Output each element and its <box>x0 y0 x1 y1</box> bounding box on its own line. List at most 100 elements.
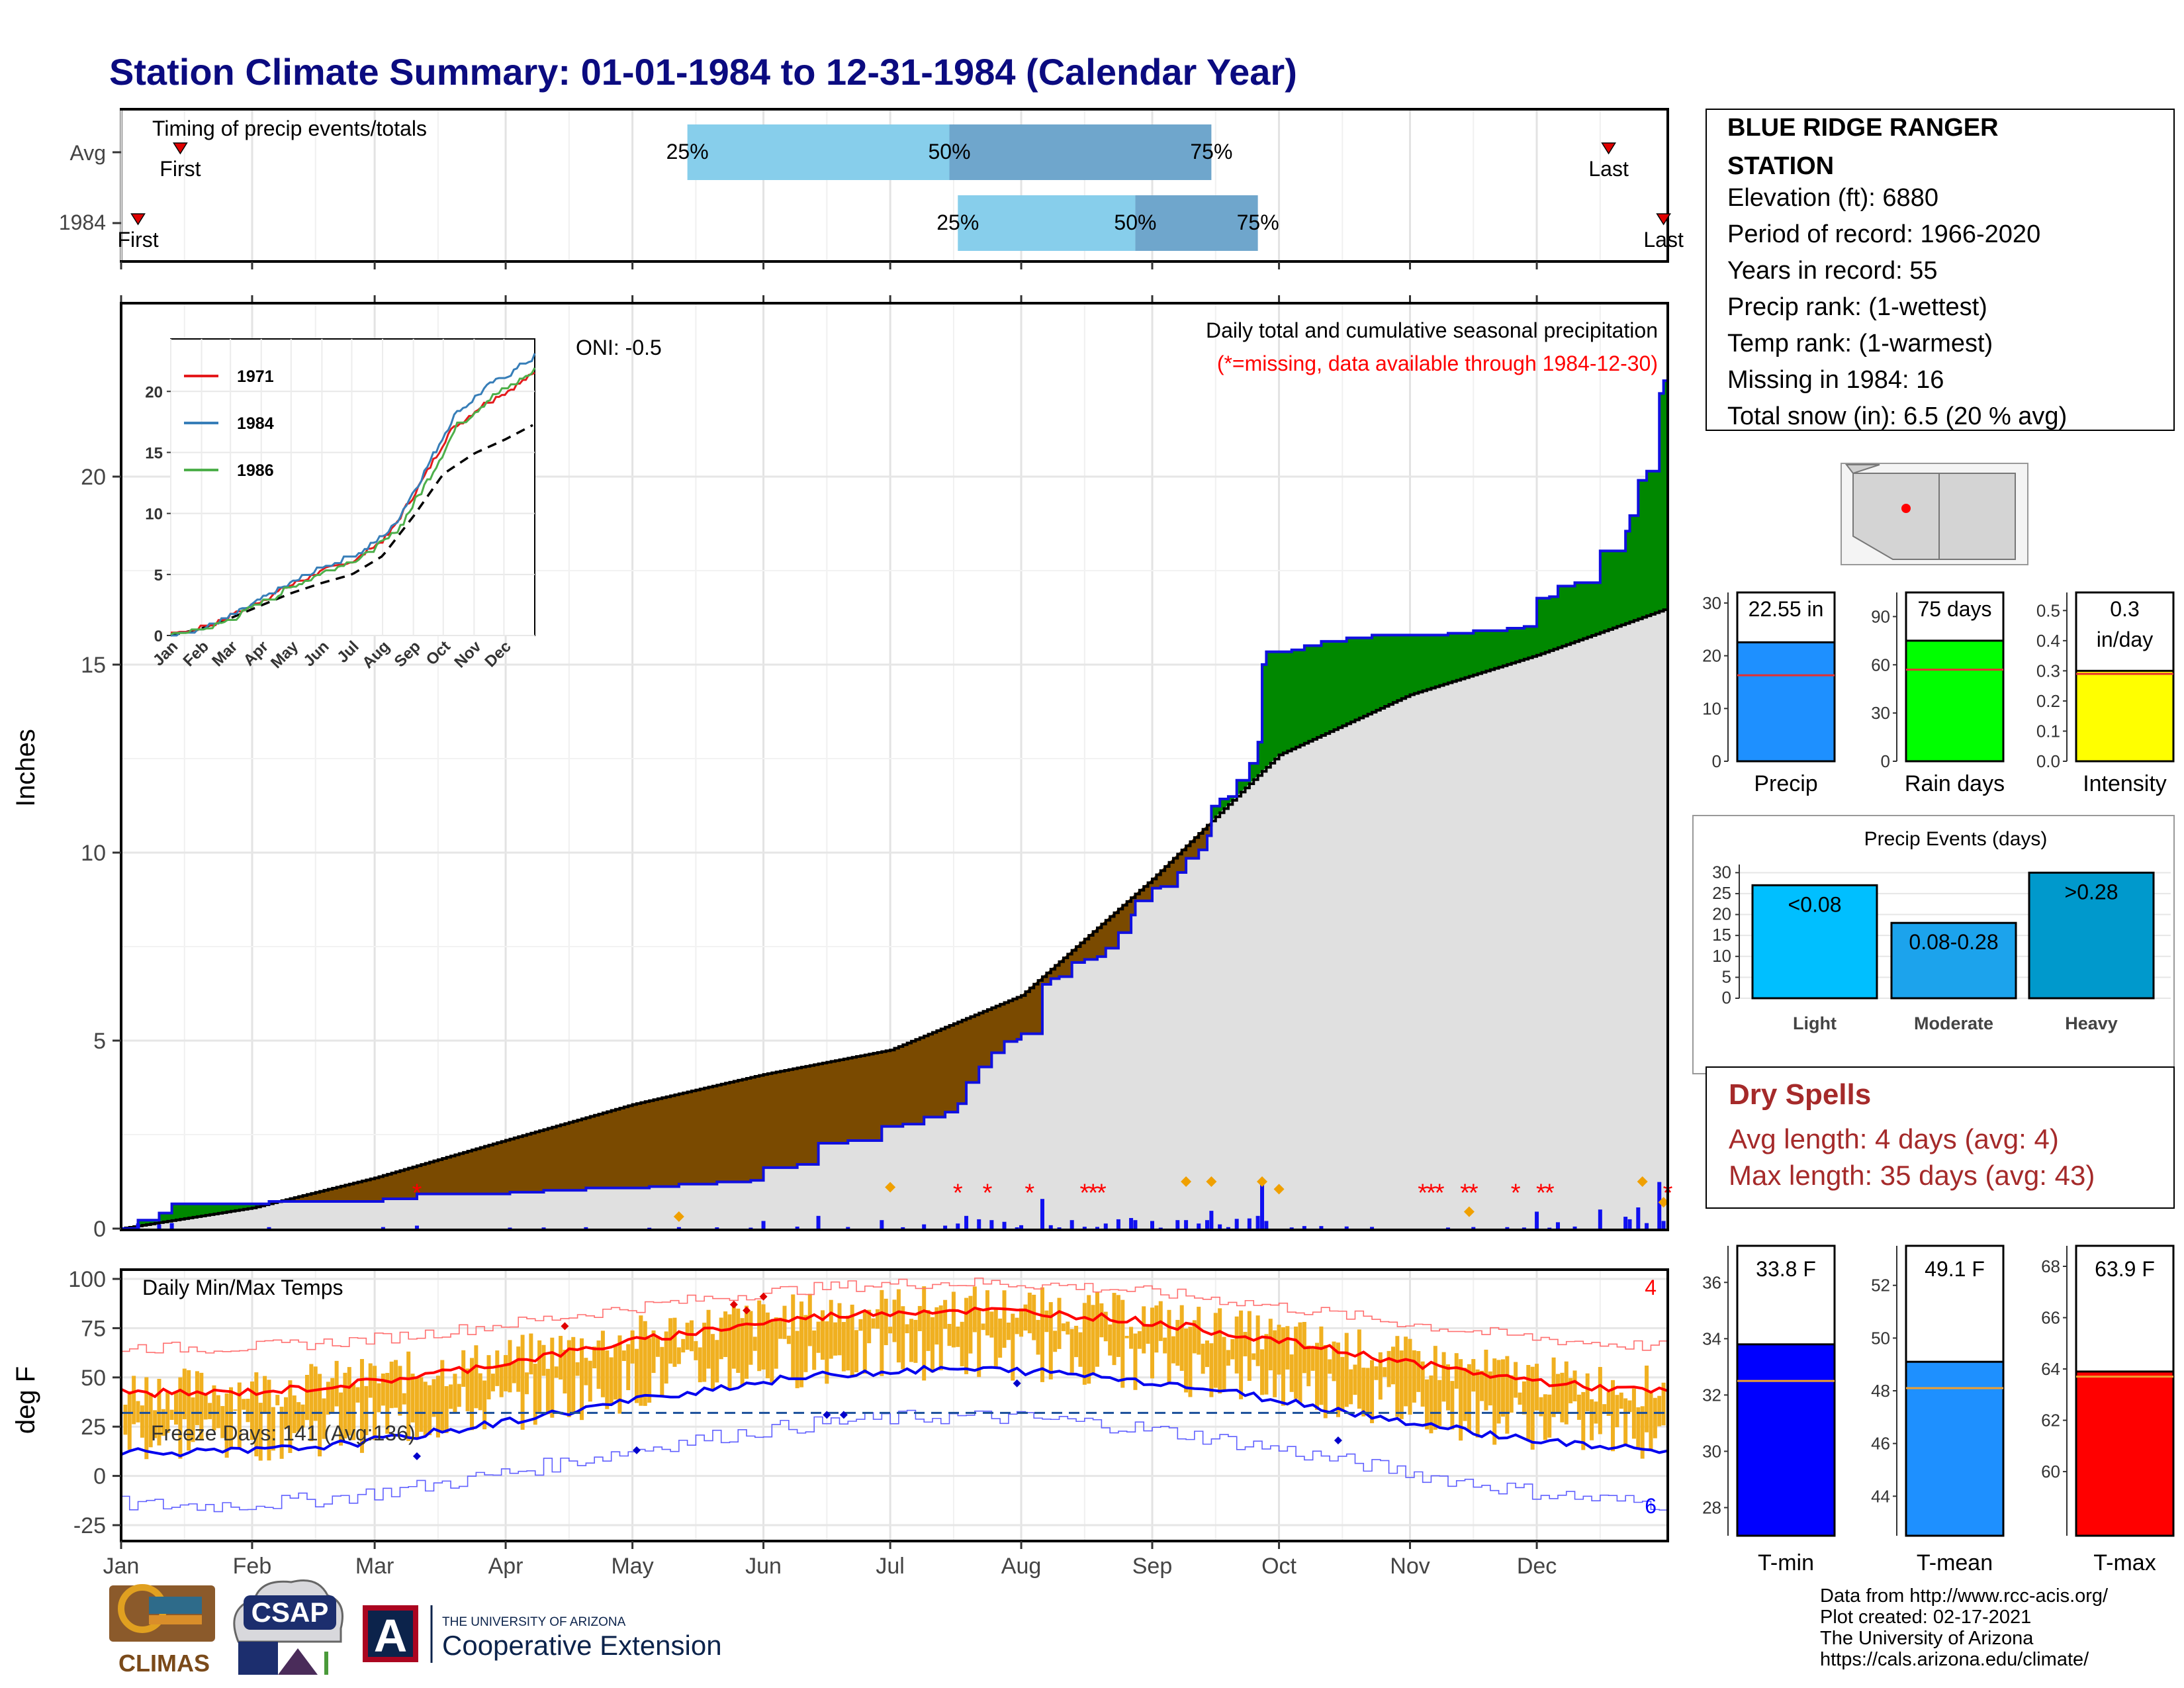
inset-y-tick-label: 20 <box>145 383 163 401</box>
daily-temp-bar <box>1061 1323 1066 1331</box>
daily-temp-bar <box>508 1340 512 1393</box>
daily-temp-bar <box>1412 1350 1416 1403</box>
daily-temp-bar <box>1011 1313 1015 1381</box>
temp-summary-y-tick-label: 66 <box>2041 1308 2060 1328</box>
daily-temp-bar <box>901 1306 905 1370</box>
daily-temp-bar <box>600 1331 605 1397</box>
summary-bar <box>1736 641 1836 763</box>
daily-precip-bar <box>956 1223 960 1229</box>
daily-temp-bar <box>795 1331 799 1389</box>
daily-temp-bar <box>605 1350 610 1409</box>
daily-temp-bar <box>1197 1307 1201 1355</box>
daily-temp-bar <box>867 1309 872 1344</box>
daily-temp-bar <box>1564 1361 1569 1425</box>
station-location-dot <box>1901 504 1911 513</box>
daily-temp-bar <box>1522 1381 1526 1415</box>
summary-value-label: in/day <box>2097 628 2153 651</box>
month-label: Feb <box>233 1554 272 1579</box>
daily-temp-bar <box>435 1376 440 1438</box>
daily-temp-bar <box>1649 1392 1653 1450</box>
inset-average-line <box>170 424 533 637</box>
daily-temp-bar <box>1103 1311 1108 1342</box>
daily-temp-bar <box>1661 1382 1666 1426</box>
daily-temp-bar <box>1480 1370 1484 1401</box>
daily-precip-bar <box>1116 1219 1120 1229</box>
daily-temp-bar <box>1539 1397 1543 1417</box>
y-tick-label: 20 <box>81 465 106 490</box>
daily-temp-bar <box>1353 1364 1357 1395</box>
heavy-event-marker <box>1206 1176 1217 1187</box>
events-y-tick-label: 25 <box>1712 883 1731 903</box>
daily-temp-bar <box>1277 1325 1281 1375</box>
timing-q75-label: 75% <box>1190 140 1232 164</box>
daily-temp-bar <box>681 1338 686 1353</box>
daily-precip-bar <box>1627 1219 1632 1229</box>
record-temp-marker <box>412 1452 421 1460</box>
station-info-line: Elevation (ft): 6880 <box>1727 184 1938 212</box>
year-cumulative-line <box>121 379 1668 1230</box>
summary-y-tick-label: 0 <box>1881 751 1890 771</box>
temp-y-tick-label: 100 <box>68 1267 106 1292</box>
daily-temp-bar <box>1530 1366 1535 1450</box>
events-title: Precip Events (days) <box>1864 828 2048 850</box>
events-bar-label: <0.08 <box>1788 892 1842 916</box>
daily-temp-bar <box>892 1299 897 1342</box>
daily-precip-bar <box>1657 1182 1662 1229</box>
daily-temp-bar <box>1226 1350 1230 1366</box>
month-label: Oct <box>1261 1554 1297 1579</box>
temp-summary-y-tick-label: 50 <box>1871 1328 1890 1348</box>
daily-precip-bar <box>1344 1226 1349 1229</box>
main-caption-missing: (*=missing, data available through 1984-… <box>1217 352 1658 375</box>
daily-temp-bar <box>1294 1327 1298 1399</box>
daily-temp-bar <box>791 1294 796 1380</box>
daily-precip-bar <box>1264 1221 1269 1229</box>
daily-temp-bar <box>1053 1331 1058 1352</box>
daily-temp-bar <box>1590 1399 1594 1440</box>
daily-temp-bar <box>1222 1336 1226 1391</box>
daily-temp-bar <box>676 1347 681 1364</box>
daily-precip-bar <box>1197 1223 1201 1229</box>
temp-y-tick-label: -25 <box>73 1513 106 1538</box>
daily-temp-bar <box>1390 1346 1395 1385</box>
daily-precip-bar <box>381 1227 385 1229</box>
cumulative-base-area <box>121 608 1668 1229</box>
daily-temp-bar <box>153 1410 158 1438</box>
daily-temp-bar <box>829 1299 833 1359</box>
logos: CLIMAS CSAP A THE UNIVERSITY OF ARIZONA … <box>109 1579 722 1677</box>
daily-temp-bar <box>1163 1337 1167 1354</box>
daily-temp-bar <box>212 1385 216 1430</box>
credit-data-source: Data from http://www.rcc-acis.org/ <box>1820 1585 2109 1607</box>
daily-temp-bar <box>1450 1381 1455 1430</box>
dry-title: Dry Spells <box>1729 1078 1871 1111</box>
daily-precip-bar <box>1234 1219 1239 1229</box>
daily-temp-bar <box>1475 1369 1480 1438</box>
daily-temp-bar <box>710 1334 715 1391</box>
daily-temp-bar <box>694 1340 698 1360</box>
daily-temp-bar <box>1175 1319 1180 1366</box>
daily-temp-bar <box>267 1380 271 1461</box>
station-info-box: BLUE RIDGE RANGER STATION Elevation (ft)… <box>1706 109 2175 431</box>
daily-temp-bar <box>465 1368 470 1411</box>
daily-temp-bar <box>140 1405 144 1438</box>
daily-temp-bar <box>575 1362 580 1376</box>
timing-last-label: Last <box>1643 228 1684 252</box>
daily-temp-bar <box>233 1409 238 1411</box>
daily-temp-bar <box>520 1335 525 1430</box>
daily-temp-bar <box>752 1336 757 1351</box>
month-label: May <box>611 1554 653 1579</box>
timing-row-year-label: 1984 <box>59 211 106 234</box>
daily-temp-bar <box>449 1384 453 1409</box>
daily-precip-bar <box>1661 1221 1666 1229</box>
month-label: Nov <box>1390 1554 1430 1579</box>
daily-temp-bar <box>1137 1331 1142 1349</box>
record-temp-marker <box>1334 1436 1342 1445</box>
daily-temp-bar <box>1069 1329 1074 1373</box>
daily-temp-bar <box>1349 1369 1353 1405</box>
daily-precip-bar <box>1095 1227 1099 1229</box>
daily-temp-bar <box>1653 1397 1657 1438</box>
daily-temp-bar <box>841 1322 846 1372</box>
oni-label: ONI: -0.5 <box>576 336 662 359</box>
daily-temp-bar <box>1268 1319 1273 1371</box>
